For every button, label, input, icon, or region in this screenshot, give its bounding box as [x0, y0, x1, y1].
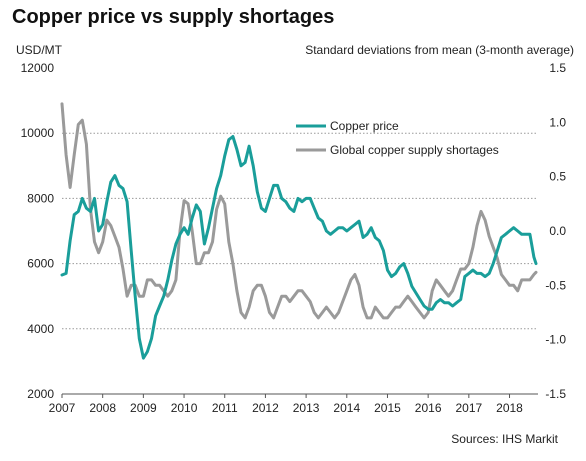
left-tick-label: 10000: [21, 126, 55, 140]
left-tick-label: 2000: [27, 387, 54, 401]
left-tick-label: 8000: [27, 191, 54, 205]
x-tick-label: 2012: [252, 401, 279, 415]
series-line-copper-price: [60, 135, 538, 360]
grid-lines: [62, 132, 538, 330]
source-note: Sources: IHS Markit: [451, 432, 558, 446]
series-line-supply-shortages: [60, 102, 538, 320]
x-tick-label: 2008: [89, 401, 116, 415]
right-tick-label: -0.5: [545, 278, 566, 292]
right-tick-label: -1.5: [545, 387, 566, 401]
left-tick-label: 4000: [27, 322, 54, 336]
x-axis: 2007 2008 2009 2010 2011 2012 2013 2014 2015 2016…: [49, 393, 538, 415]
legend-label-copper-price: Copper price: [330, 119, 399, 133]
x-tick-label: 2018: [496, 401, 523, 415]
left-axis-ticks: 12000 10000 8000 6000 4000 2000: [21, 61, 55, 401]
x-tick-label: 2014: [333, 401, 360, 415]
right-axis-ticks: 1.5 1.0 0.5 0.0 -0.5 -1.0 -1.5: [545, 61, 566, 401]
series-lines: [60, 102, 538, 360]
x-tick-label: 2013: [293, 401, 320, 415]
right-tick-label: 0.5: [549, 170, 566, 184]
x-tick-label: 2007: [49, 401, 76, 415]
chart-legend: Copper price Global copper supply shorta…: [296, 119, 499, 157]
right-tick-label: 0.0: [549, 224, 566, 238]
chart-title: Copper price vs supply shortages: [12, 6, 335, 28]
right-tick-label: 1.5: [549, 61, 566, 75]
legend-label-supply-shortages: Global copper supply shortages: [330, 143, 499, 157]
right-axis-unit-label: Standard deviations from mean (3-month a…: [305, 43, 574, 57]
x-tick-label: 2015: [374, 401, 401, 415]
left-axis-unit-label: USD/MT: [16, 43, 62, 57]
right-tick-label: 1.0: [549, 115, 566, 129]
right-tick-label: -1.0: [545, 333, 566, 347]
x-tick-label: 2011: [212, 401, 238, 415]
x-tick-label: 2016: [415, 401, 442, 415]
left-tick-label: 6000: [27, 257, 54, 271]
left-tick-label: 12000: [21, 61, 55, 75]
x-tick-label: 2017: [455, 401, 482, 415]
x-tick-label: 2009: [130, 401, 157, 415]
x-tick-label: 2010: [171, 401, 198, 415]
